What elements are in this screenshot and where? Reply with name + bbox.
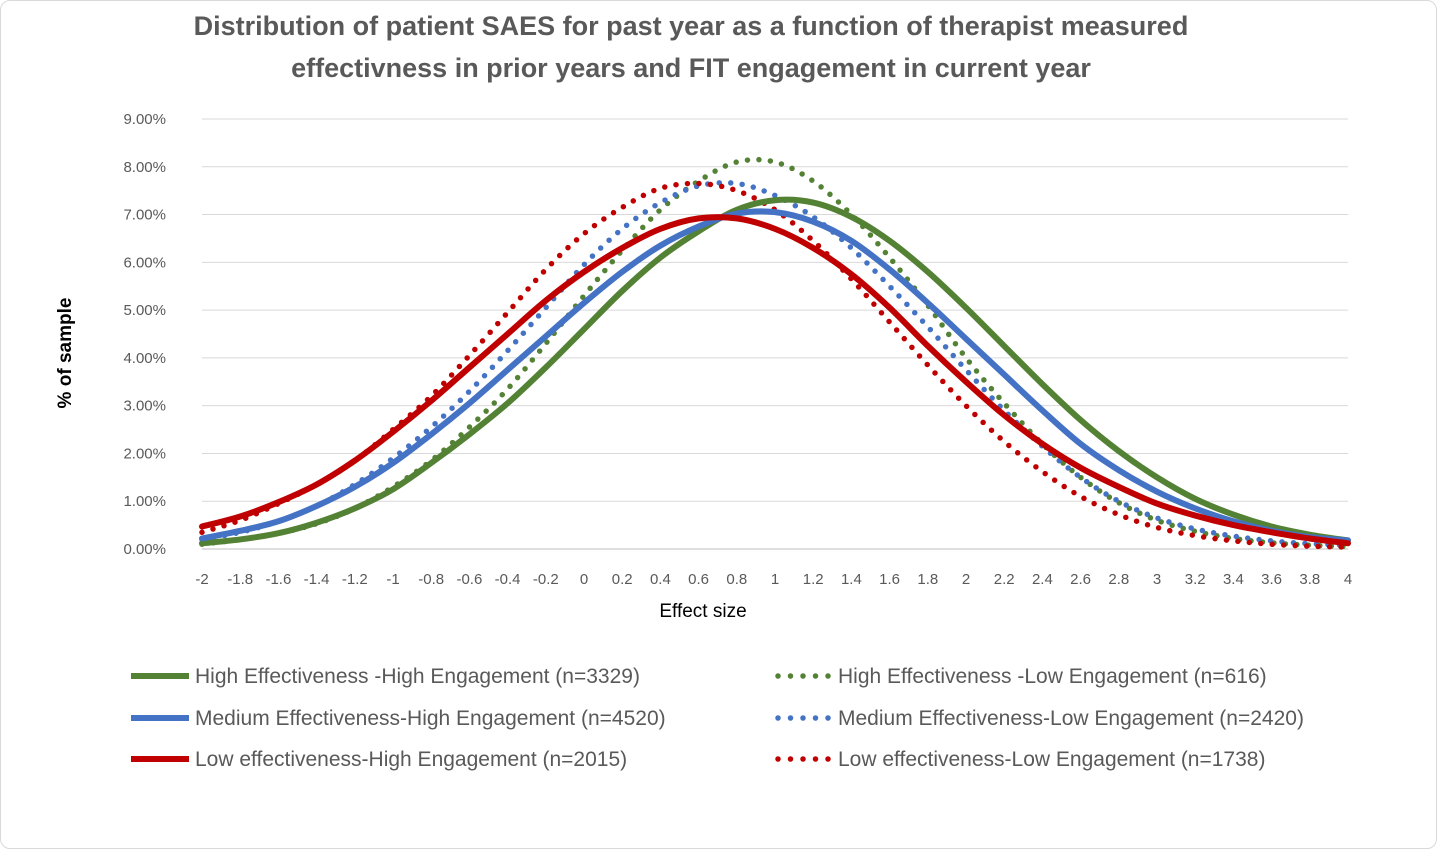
series-line-5 — [199, 180, 1351, 550]
x-tick-label: 1.8 — [917, 571, 938, 588]
x-tick-label: 3 — [1153, 571, 1161, 588]
x-tick-label: 2.6 — [1070, 571, 1091, 588]
x-tick-label: -0.8 — [418, 571, 444, 588]
x-tick-label: 1.6 — [879, 571, 900, 588]
x-tick-label: -2 — [195, 571, 208, 588]
gridlines — [202, 118, 1348, 550]
x-tick-label: 0.8 — [726, 571, 747, 588]
legend-label: Low effectiveness-High Engagement (n=201… — [195, 748, 627, 771]
legend: High Effectiveness -High Engagement (n=3… — [131, 665, 1304, 771]
plot-series — [199, 156, 1351, 550]
x-tick-label: -1.4 — [304, 571, 330, 588]
x-axis-title: Effect size — [659, 601, 746, 622]
legend-label: High Effectiveness -High Engagement (n=3… — [195, 665, 640, 688]
x-axis-ticks: -2 -1.8 -1.6 -1.4 -1.2 -1 -0.8 -0.6 -0.4 -0.2 0 0.2… — [195, 571, 1352, 588]
series-line-0 — [199, 196, 1351, 547]
y-tick-label: 1.00% — [123, 493, 166, 510]
x-tick-label: 2.4 — [1032, 571, 1053, 588]
x-tick-label: 0.4 — [650, 571, 671, 588]
x-tick-label: 0.6 — [688, 571, 709, 588]
legend-label: High Effectiveness -Low Engagement (n=61… — [838, 665, 1267, 688]
y-tick-label: 8.00% — [123, 159, 166, 176]
x-tick-label: 3.6 — [1261, 571, 1282, 588]
x-tick-label: 0 — [580, 571, 588, 588]
series-line-2 — [199, 208, 1351, 544]
series-line-4 — [199, 214, 1351, 547]
x-tick-label: -1.8 — [227, 571, 253, 588]
y-tick-label: 9.00% — [123, 111, 166, 128]
x-tick-label: 1.2 — [803, 571, 824, 588]
x-tick-label: 0.2 — [612, 571, 633, 588]
x-tick-label: 1 — [771, 571, 779, 588]
y-axis-ticks: 0.00% 1.00% 2.00% 3.00% 4.00% 5.00% 6.00% 7.00%… — [123, 111, 166, 558]
y-tick-label: 6.00% — [123, 254, 166, 271]
y-tick-label: 2.00% — [123, 445, 166, 462]
x-tick-label: 3.2 — [1185, 571, 1206, 588]
x-tick-label: -0.2 — [533, 571, 559, 588]
legend-label: Medium Effectiveness-Low Engagement (n=2… — [838, 707, 1304, 730]
x-tick-label: -1.2 — [342, 571, 368, 588]
x-tick-label: -0.4 — [495, 571, 521, 588]
chart-title-line-2: effectivness in prior years and FIT enga… — [291, 53, 1091, 83]
legend-label: Low effectiveness-Low Engagement (n=1738… — [838, 748, 1265, 771]
series-line-3 — [199, 179, 1351, 548]
legend-label: Medium Effectiveness-High Engagement (n=… — [195, 707, 666, 730]
x-tick-label: 1.4 — [841, 571, 862, 588]
y-tick-label: 5.00% — [123, 302, 166, 319]
y-tick-label: 0.00% — [123, 541, 166, 558]
chart-title-line-1: Distribution of patient SAES for past ye… — [194, 11, 1189, 41]
x-tick-label: -1 — [386, 571, 399, 588]
x-tick-label: 4 — [1344, 571, 1352, 588]
x-tick-label: -0.6 — [456, 571, 482, 588]
y-tick-label: 3.00% — [123, 398, 166, 415]
x-tick-label: -1.6 — [265, 571, 291, 588]
y-axis-title: % of sample — [55, 298, 76, 409]
x-tick-label: 3.8 — [1299, 571, 1320, 588]
y-tick-label: 4.00% — [123, 350, 166, 367]
x-tick-label: 3.4 — [1223, 571, 1244, 588]
x-tick-label: 2.8 — [1108, 571, 1129, 588]
y-tick-label: 7.00% — [123, 207, 166, 224]
x-tick-label: 2.2 — [994, 571, 1015, 588]
x-tick-label: 2 — [962, 571, 970, 588]
